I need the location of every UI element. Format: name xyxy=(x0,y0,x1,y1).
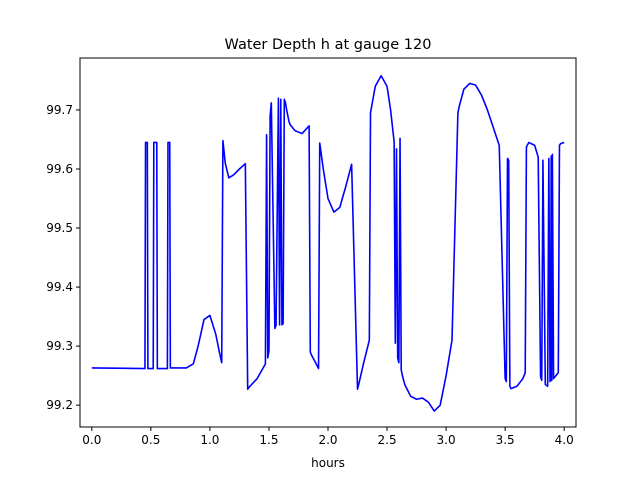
x-tick-label: 4.0 xyxy=(555,433,574,447)
x-tick-label: 3.5 xyxy=(496,433,515,447)
x-tick-label: 1.0 xyxy=(200,433,219,447)
x-tick-label: 2.0 xyxy=(318,433,337,447)
x-tick-label: 0.5 xyxy=(141,433,160,447)
x-tick-label: 2.5 xyxy=(378,433,397,447)
x-axis-ticks: 0.0 0.5 1.0 1.5 2.0 2.5 3.0 3.5 4.0 xyxy=(82,427,574,447)
y-tick-label: 99.4 xyxy=(46,280,73,294)
y-tick-label: 99.2 xyxy=(46,398,73,412)
y-tick-label: 99.7 xyxy=(46,103,73,117)
series-line-0 xyxy=(91,74,565,412)
x-axis-label: hours xyxy=(311,456,345,470)
y-axis-ticks: 99.2 99.3 99.4 99.5 99.6 99.7 xyxy=(46,103,80,412)
y-tick-label: 99.6 xyxy=(46,162,73,176)
chart-title: Water Depth h at gauge 120 xyxy=(225,37,432,53)
x-tick-label: 3.0 xyxy=(437,433,456,447)
x-tick-label: 1.5 xyxy=(259,433,278,447)
plot-frame xyxy=(79,57,577,428)
x-tick-label: 0.0 xyxy=(82,433,101,447)
y-tick-label: 99.5 xyxy=(46,221,73,235)
y-tick-label: 99.3 xyxy=(46,339,73,353)
plot-area xyxy=(91,74,565,412)
